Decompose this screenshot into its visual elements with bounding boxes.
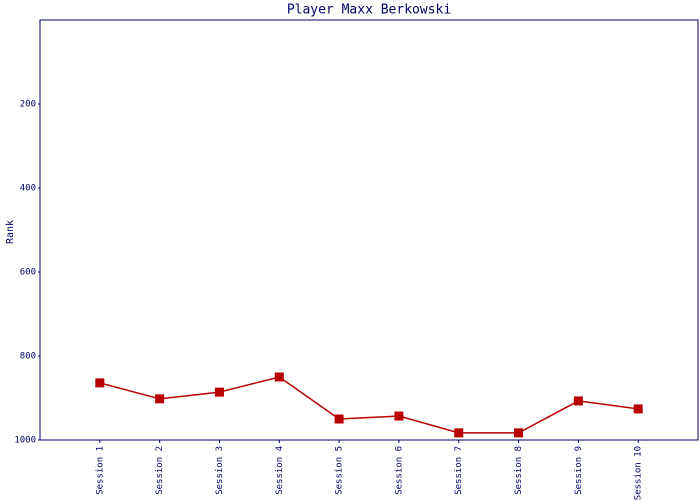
point-marker xyxy=(334,414,344,424)
series-line xyxy=(99,376,639,434)
point-marker xyxy=(394,411,404,421)
x-tick-label: Session 1 xyxy=(95,446,105,495)
x-tick-label: Session 6 xyxy=(394,446,404,495)
point-marker xyxy=(274,372,284,382)
point-marker xyxy=(514,428,524,438)
point-marker xyxy=(214,387,224,397)
x-tick-label: Session 4 xyxy=(275,446,285,495)
x-tick-label: Session 7 xyxy=(454,446,464,495)
x-tick-label: Session 8 xyxy=(514,446,524,495)
plot-frame xyxy=(39,19,699,441)
point-marker xyxy=(573,396,583,406)
point-marker xyxy=(633,404,643,414)
y-tick-label: 400 xyxy=(20,184,36,194)
x-tick-label: Session 5 xyxy=(335,446,345,495)
y-tick-label: 200 xyxy=(20,100,36,110)
point-marker xyxy=(155,394,165,404)
chart-title: Player Maxx Berkowski xyxy=(287,3,451,18)
y-tick-label: 600 xyxy=(20,268,36,278)
point-marker xyxy=(454,428,464,438)
x-tick-label: Session 10 xyxy=(634,446,644,500)
x-tick-label: Session 9 xyxy=(574,446,584,495)
point-marker xyxy=(95,378,105,388)
x-tick-label: Session 2 xyxy=(155,446,165,495)
x-tick-label: Session 3 xyxy=(215,446,225,495)
y-tick-label: 1000 xyxy=(14,436,36,446)
y-axis-label: Rank xyxy=(5,220,16,244)
y-tick-label: 800 xyxy=(20,352,36,362)
